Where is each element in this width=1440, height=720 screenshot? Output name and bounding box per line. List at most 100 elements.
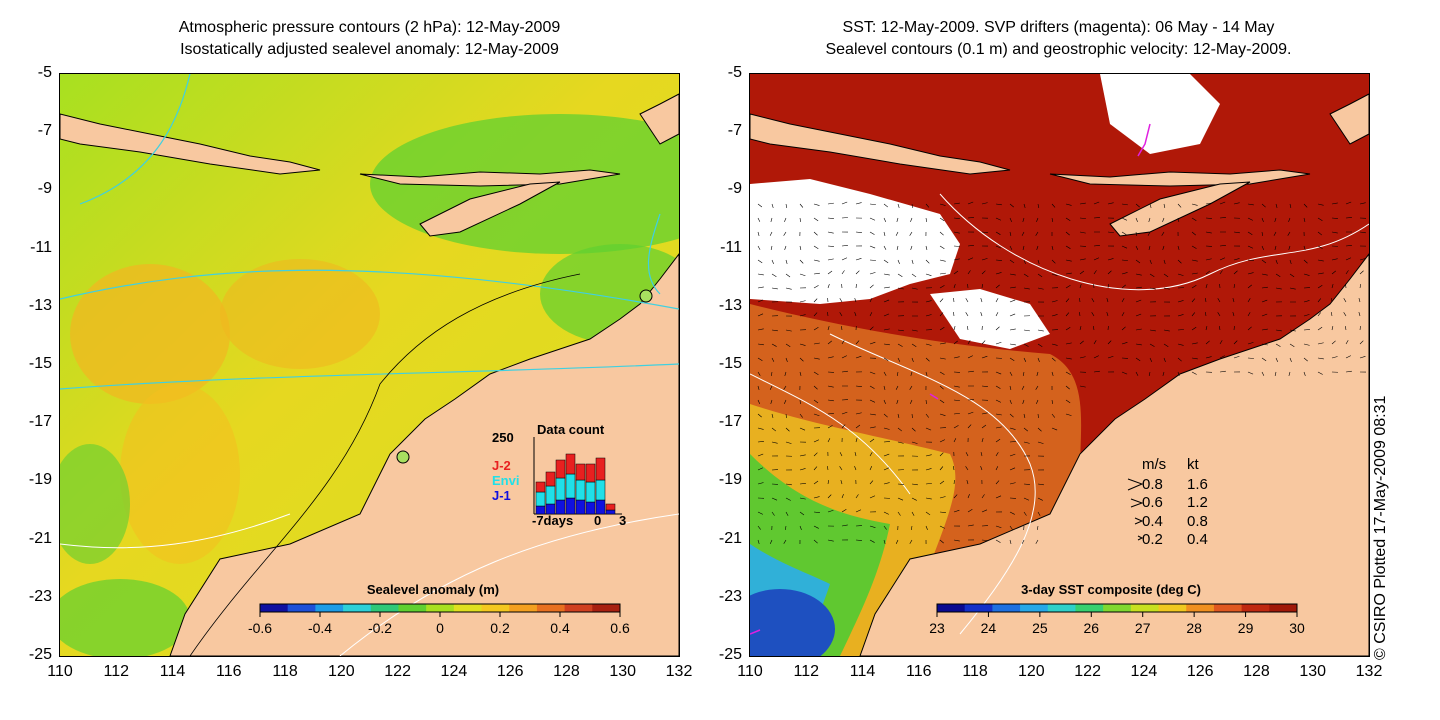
colorbar-swatch [992, 604, 1021, 612]
data-count-bar [535, 481, 546, 493]
x-tick-label: 130 [609, 663, 637, 680]
left-title-line1: Atmospheric pressure contours (2 hPa): 1… [178, 19, 561, 36]
y-tick-label: -7 [37, 122, 52, 140]
x-tick-label: 112 [793, 663, 820, 680]
data-count-bar [565, 473, 576, 499]
x-tick-label: 110 [47, 663, 73, 680]
x-tick-label: 118 [272, 663, 298, 680]
x-tick-label: 124 [1130, 663, 1158, 680]
colorbar-swatch [964, 604, 993, 612]
java-islands [750, 113, 1011, 175]
pressure-contour [60, 269, 679, 310]
y-tick-label: -17 [718, 413, 742, 431]
x-tick-label: 132 [665, 663, 693, 680]
speed-legend-ms: 0.8 [1142, 476, 1163, 493]
colorbar-swatch [1047, 604, 1076, 612]
right-colorbar-title: 3-day SST composite (deg C) [1021, 582, 1201, 597]
x-tick-label: 126 [1186, 663, 1214, 680]
y-tick-label: -11 [30, 238, 52, 256]
colorbar-swatch [1213, 604, 1243, 612]
y-tick-label: -13 [28, 296, 52, 314]
y-tick-label: -19 [28, 471, 52, 489]
colorbar-swatch [481, 604, 510, 612]
data-count-bar [545, 471, 556, 487]
colorbar-tick-label: 0.4 [550, 620, 570, 636]
data-count-bar [555, 499, 566, 515]
colorbar-swatch [509, 604, 538, 612]
y-tick-label: -15 [28, 355, 52, 372]
colorbar-swatch [1130, 604, 1160, 612]
colorbar-tick-label: 30 [1289, 620, 1305, 636]
legend-j2: J-2 [492, 458, 511, 473]
data-count-bar [575, 499, 586, 515]
colorbar-swatch [592, 604, 621, 612]
data-count-inset: Data count 250 -7days 0 3 J-2 Envi J-1 [492, 422, 626, 528]
y-tick-label: -13 [718, 296, 742, 314]
colorbar-tick-label: 25 [1032, 620, 1048, 636]
colorbar-tick-label: 24 [981, 620, 997, 636]
colorbar-swatch [453, 604, 483, 612]
timor-island [419, 181, 561, 237]
svp-drifter-track [1137, 123, 1151, 157]
colorbar-tick-label: 23 [929, 620, 945, 636]
x-tick-label: 110 [737, 663, 763, 680]
speed-legend-header-ms: m/s [1142, 456, 1166, 473]
colorbar-tick-label: 0.2 [490, 620, 510, 636]
left-colorbar-title: Sealevel anomaly (m) [367, 582, 499, 597]
y-tick-label: -5 [727, 64, 742, 81]
speed-legend-ms: 0.2 [1142, 531, 1163, 548]
timor-island [1109, 181, 1251, 237]
x-tick-label: 122 [384, 663, 411, 680]
inset-xlabel-end: 3 [619, 513, 626, 528]
y-tick-label: -25 [28, 646, 52, 663]
colorbar-swatch [315, 604, 344, 612]
data-count-bar [565, 497, 576, 515]
copyright-credit: © CSIRO Plotted 17-May-2009 08:31 [1372, 395, 1389, 660]
java-islands [60, 113, 321, 175]
x-tick-label: 118 [962, 663, 988, 680]
x-tick-label: 126 [496, 663, 524, 680]
x-tick-label: 112 [103, 663, 130, 680]
right-map-canvas: m/s kt 0.8 1.6 0.6 1.2 0.4 0.8 0.2 0.4 3… [750, 74, 1369, 656]
x-tick-label: 114 [159, 663, 186, 680]
x-tick-label: 130 [1299, 663, 1327, 680]
colorbar-swatch [937, 604, 966, 612]
data-count-bar [575, 463, 586, 481]
data-count-bar [585, 481, 596, 503]
speed-legend-ms: 0.6 [1142, 494, 1163, 511]
y-tick-label: -21 [718, 529, 742, 547]
y-tick-label: -19 [718, 471, 742, 489]
speed-legend-ms: 0.4 [1142, 513, 1163, 530]
colorbar-tick-label: 27 [1135, 620, 1151, 636]
x-tick-label: 122 [1074, 663, 1101, 680]
colorbar-swatch [1241, 604, 1270, 612]
colorbar-swatch [398, 604, 427, 612]
right-title-line1: SST: 12-May-2009. SVP drifters (magenta)… [842, 19, 1275, 36]
data-count-bar [535, 491, 546, 507]
y-tick-label: -23 [28, 587, 52, 605]
colorbar-tick-label: 0 [436, 620, 444, 636]
left-map-canvas: Sealevel anomaly (m) -0.6 -0.4 -0.2 0 0.2 0.4… [60, 74, 679, 656]
left-colorbar-ticks: -0.6 -0.4 -0.2 0 0.2 0.4 0.6 [248, 612, 630, 636]
sealevel-contour [939, 193, 1369, 291]
left-title-line2: Isostatically adjusted sealevel anomaly:… [180, 41, 559, 58]
y-tick-label: -9 [37, 180, 52, 198]
inset-title: Data count [537, 422, 605, 437]
colorbar-swatch [1020, 604, 1049, 612]
colorbar-tick-label: -0.2 [368, 620, 392, 636]
legend-j1: J-1 [492, 488, 511, 503]
data-count-bar [595, 499, 606, 515]
y-tick-label: -23 [718, 587, 742, 605]
data-count-bar [605, 503, 616, 511]
colorbar-swatch [260, 604, 289, 612]
x-tick-label: 124 [440, 663, 468, 680]
speed-legend-kt: 0.8 [1187, 513, 1208, 530]
data-count-bar [555, 477, 566, 501]
colorbar-swatch [1103, 604, 1132, 612]
right-colorbar [936, 603, 1298, 613]
data-count-bar [595, 479, 606, 501]
australia-land [169, 253, 679, 656]
speed-legend-kt: 0.4 [1187, 531, 1208, 548]
y-tick-label: -5 [37, 64, 52, 81]
colorbar-swatch [370, 604, 399, 612]
